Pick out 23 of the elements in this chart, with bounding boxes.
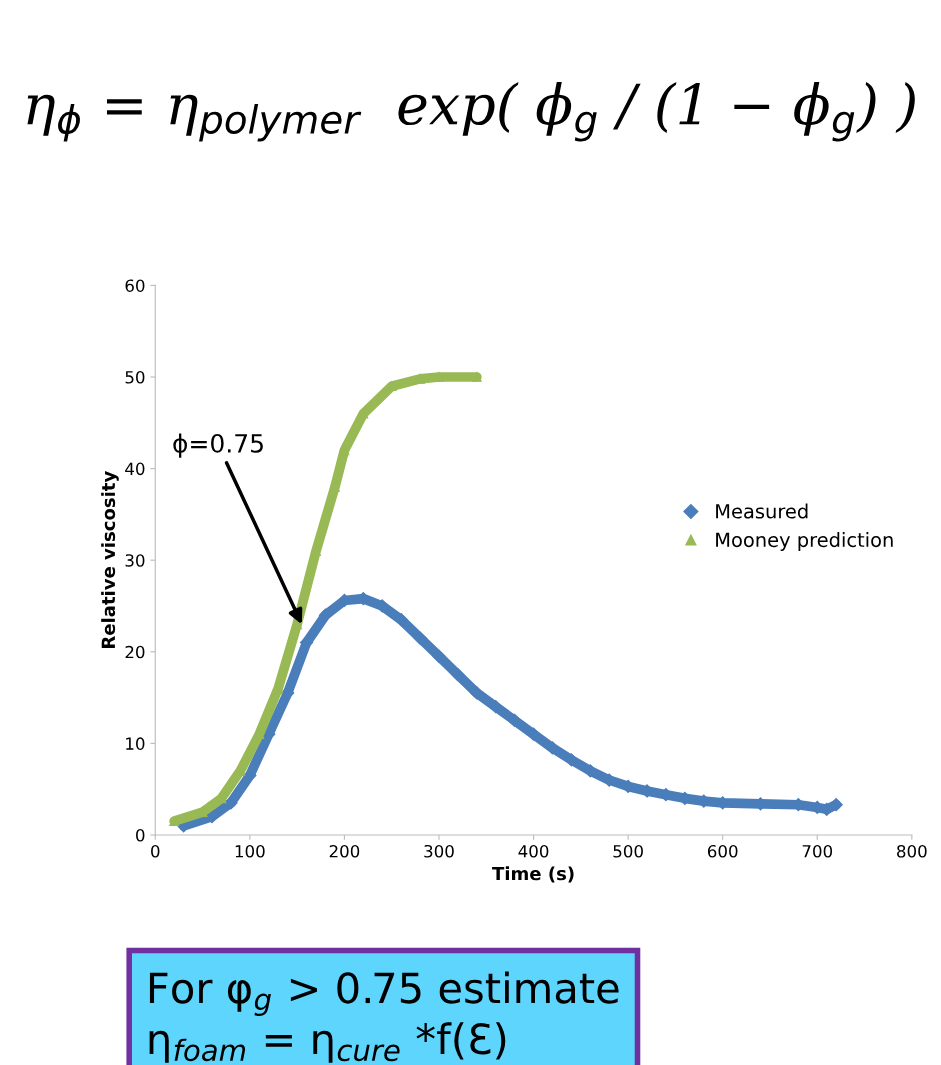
y-tick-label: 50 — [125, 370, 145, 384]
y-tick-label: 30 — [125, 554, 145, 567]
x-tick-label: 100 — [235, 844, 265, 858]
y-tick-label: 20 — [125, 645, 145, 659]
annotation: ϕ=0.75 — [173, 433, 263, 458]
x-tick-label: 400 — [518, 844, 549, 858]
y-tick-label: 60 — [125, 279, 145, 292]
x-tick-label: 0 — [151, 844, 160, 858]
y-tick-label: 40 — [125, 462, 145, 476]
x-tick-label: 600 — [707, 844, 738, 858]
legend-label: Mooney prediction — [716, 532, 893, 551]
y-tick-label: 0 — [136, 828, 145, 842]
x-tick-label: 500 — [613, 844, 643, 858]
chart-title: η$_{ϕ}$ = η$_{polymer}$ exp( ϕ$_{g}$ / (1 − ϕ$_{g}$) ) — [27, 82, 915, 142]
x-tick-label: 700 — [802, 844, 833, 858]
x-tick-label: 200 — [329, 844, 360, 858]
legend-label: Measured — [716, 503, 808, 519]
y-axis-title: Relative viscosity — [101, 471, 119, 648]
x-tick-label: 300 — [424, 844, 454, 858]
x-axis-title: Time (s) — [492, 866, 574, 883]
x-tick-label: 800 — [897, 844, 927, 858]
text: For φ$_{g}$ > 0.75 estimate η$_{foam}$ = η$_{cure}$ *f(Ɛ) — [149, 971, 619, 1063]
y-tick-label: 10 — [126, 737, 145, 750]
